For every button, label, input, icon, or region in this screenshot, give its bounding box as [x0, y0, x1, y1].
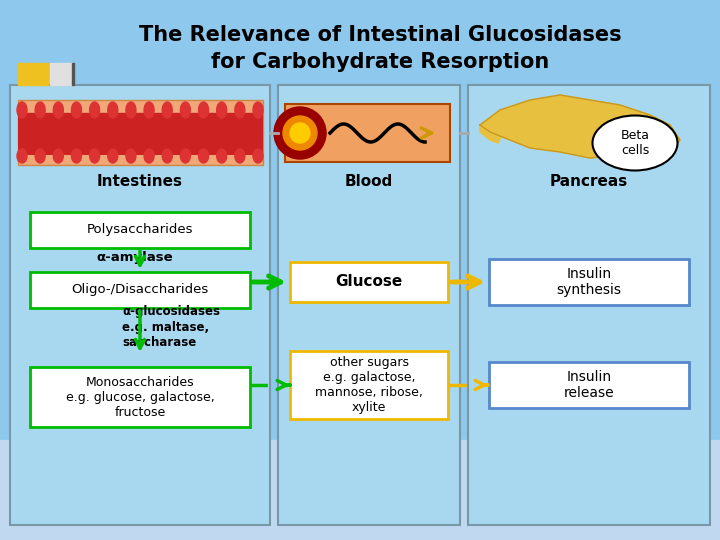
Ellipse shape: [199, 102, 209, 118]
Bar: [50, 63, 72, 85]
Circle shape: [283, 116, 317, 150]
Bar: [285, 104, 450, 162]
Circle shape: [290, 123, 310, 143]
Ellipse shape: [253, 102, 263, 118]
Ellipse shape: [89, 102, 99, 118]
Bar: [489, 259, 689, 305]
Ellipse shape: [235, 102, 245, 118]
Ellipse shape: [593, 116, 678, 171]
Text: α-amylase: α-amylase: [96, 251, 174, 264]
Bar: [290, 351, 448, 419]
Ellipse shape: [235, 149, 245, 163]
Ellipse shape: [217, 149, 227, 163]
Bar: [30, 367, 250, 427]
Bar: [18, 63, 48, 85]
Text: Oligo-/Disaccharides: Oligo-/Disaccharides: [71, 284, 209, 296]
Ellipse shape: [126, 149, 136, 163]
Ellipse shape: [199, 149, 209, 163]
Ellipse shape: [17, 149, 27, 163]
Bar: [18, 100, 263, 165]
Text: Intestines: Intestines: [97, 174, 183, 190]
Ellipse shape: [71, 149, 81, 163]
Text: α-glucosidases
e.g. maltase,
saccharase: α-glucosidases e.g. maltase, saccharase: [122, 306, 220, 348]
Ellipse shape: [144, 102, 154, 118]
Ellipse shape: [108, 149, 118, 163]
Polygon shape: [480, 95, 680, 158]
Bar: [489, 362, 689, 408]
Ellipse shape: [53, 149, 63, 163]
Bar: [0, 440, 720, 540]
Ellipse shape: [144, 149, 154, 163]
Ellipse shape: [162, 102, 172, 118]
Text: The Relevance of Intestinal Glucosidases: The Relevance of Intestinal Glucosidases: [139, 25, 621, 45]
Text: Pancreas: Pancreas: [550, 174, 628, 190]
Bar: [278, 85, 460, 525]
Bar: [10, 85, 270, 525]
Ellipse shape: [181, 149, 190, 163]
Text: Beta
cells: Beta cells: [621, 129, 649, 157]
Bar: [72, 63, 74, 85]
Text: Insulin
synthesis: Insulin synthesis: [557, 267, 621, 297]
Text: Glucose: Glucose: [336, 274, 402, 289]
Bar: [18, 113, 263, 155]
Ellipse shape: [71, 102, 81, 118]
Ellipse shape: [126, 102, 136, 118]
Text: for Carbohydrate Resorption: for Carbohydrate Resorption: [211, 52, 549, 72]
Circle shape: [274, 107, 326, 159]
Polygon shape: [480, 120, 502, 143]
Ellipse shape: [53, 102, 63, 118]
Ellipse shape: [89, 149, 99, 163]
Ellipse shape: [217, 102, 227, 118]
Text: Monosaccharides
e.g. glucose, galactose,
fructose: Monosaccharides e.g. glucose, galactose,…: [66, 375, 215, 418]
Ellipse shape: [35, 102, 45, 118]
Ellipse shape: [35, 149, 45, 163]
Text: Polysaccharides: Polysaccharides: [86, 224, 193, 237]
Text: Blood: Blood: [345, 174, 393, 190]
Bar: [30, 272, 250, 308]
Text: Insulin
release: Insulin release: [564, 370, 614, 400]
Ellipse shape: [17, 102, 27, 118]
Bar: [30, 212, 250, 248]
Ellipse shape: [108, 102, 118, 118]
Ellipse shape: [253, 149, 263, 163]
Ellipse shape: [181, 102, 190, 118]
Bar: [468, 85, 710, 525]
Bar: [290, 262, 448, 302]
Text: other sugars
e.g. galactose,
mannose, ribose,
xylite: other sugars e.g. galactose, mannose, ri…: [315, 356, 423, 414]
Ellipse shape: [162, 149, 172, 163]
